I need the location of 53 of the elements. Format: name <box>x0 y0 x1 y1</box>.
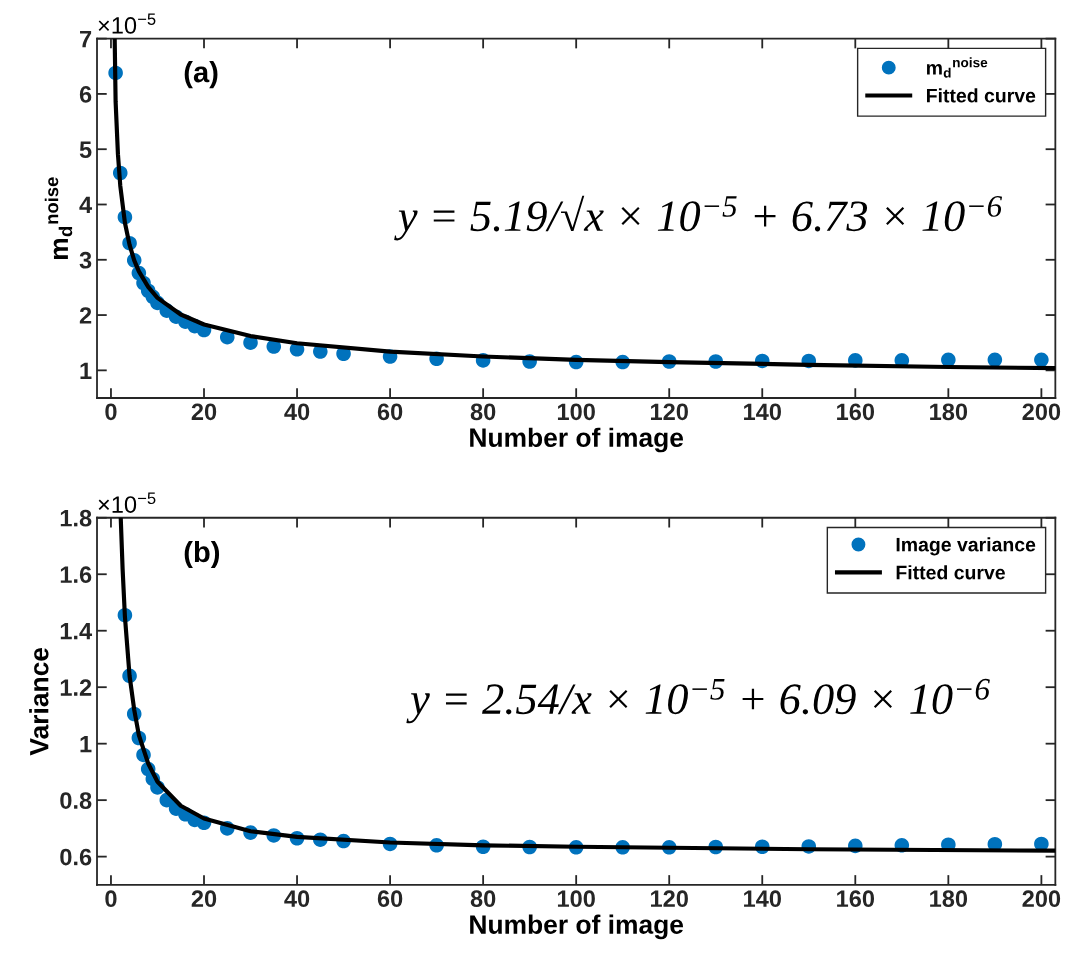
x-tick-label: 120 <box>651 890 688 908</box>
y-tick-label: 7 <box>80 30 92 48</box>
y-axis-title: m$_{d}$$^{noise}$ <box>44 177 73 260</box>
x-tick-label: 200 <box>1022 403 1061 421</box>
y-tick-label: 4 <box>79 196 93 214</box>
x-tick-label: 160 <box>837 890 875 908</box>
y-tick-label: 3 <box>79 251 92 269</box>
y-tick-label: 1.2 <box>60 679 92 696</box>
x-tick-label: 100 <box>557 403 595 421</box>
x-tick-label: 80 <box>470 890 496 908</box>
x-tick-label: 20 <box>191 890 217 908</box>
annotation: y = 5.19/√x × 10$^{−5}$ + 6.73 × 10$^{−6}$ <box>394 195 1003 241</box>
y-tick-label: 0.6 <box>60 848 92 866</box>
x-tick-label: 60 <box>377 890 403 908</box>
y-tick-label: 2 <box>79 307 92 324</box>
x-tick-label: 100 <box>557 890 595 908</box>
y-tick-label: 6 <box>79 85 92 103</box>
x-tick-label: 160 <box>837 403 875 421</box>
y-tick-label: 1 <box>80 362 92 379</box>
x-tick-label: 40 <box>284 890 310 908</box>
y-tick-label: 5 <box>79 141 92 158</box>
x-axis-title: Number of image <box>470 427 684 453</box>
x-tick-label: 180 <box>930 890 968 908</box>
x-tick-label: 60 <box>377 403 403 421</box>
point <box>1034 352 1049 368</box>
x-tick-label: 0 <box>105 890 117 908</box>
line-series <box>112 38 1056 371</box>
x-axis-title: Number of image <box>470 914 684 940</box>
legend-label: Image variance <box>896 537 1036 556</box>
legend-label: m$_{d}$$^{noise}$ <box>926 57 988 78</box>
annotation: (b) <box>184 540 220 569</box>
y-tick-label: 1 <box>80 735 92 753</box>
legend-label: Fitted curve <box>896 565 1005 580</box>
text: ×10$^{−5}$ <box>98 492 156 513</box>
y-tick-label: 1.4 <box>60 623 93 640</box>
annotation: (a) <box>184 60 218 89</box>
x-tick-label: 0 <box>105 403 117 421</box>
x-tick-label: 80 <box>470 403 496 421</box>
y-tick-label: 0.8 <box>60 792 92 809</box>
x-tick-label: 180 <box>930 403 968 421</box>
legend-label: Fitted curve <box>926 88 1036 103</box>
y-tick-label: 1.8 <box>60 509 92 527</box>
x-tick-label: 20 <box>191 403 217 421</box>
annotation: y = 2.54/x × 10$^{−5}$ + 6.09 × 10$^{−6}$ <box>406 678 990 724</box>
x-tick-label: 120 <box>651 403 688 421</box>
x-tick-label: 200 <box>1022 890 1061 908</box>
y-tick-label: 1.6 <box>60 566 92 584</box>
x-tick-label: 140 <box>744 403 781 421</box>
x-tick-label: 40 <box>284 403 310 421</box>
y-axis-title: Variance <box>29 647 49 756</box>
line-series <box>118 517 1056 853</box>
x-tick-label: 140 <box>744 890 781 908</box>
text: ×10$^{−5}$ <box>98 13 156 34</box>
